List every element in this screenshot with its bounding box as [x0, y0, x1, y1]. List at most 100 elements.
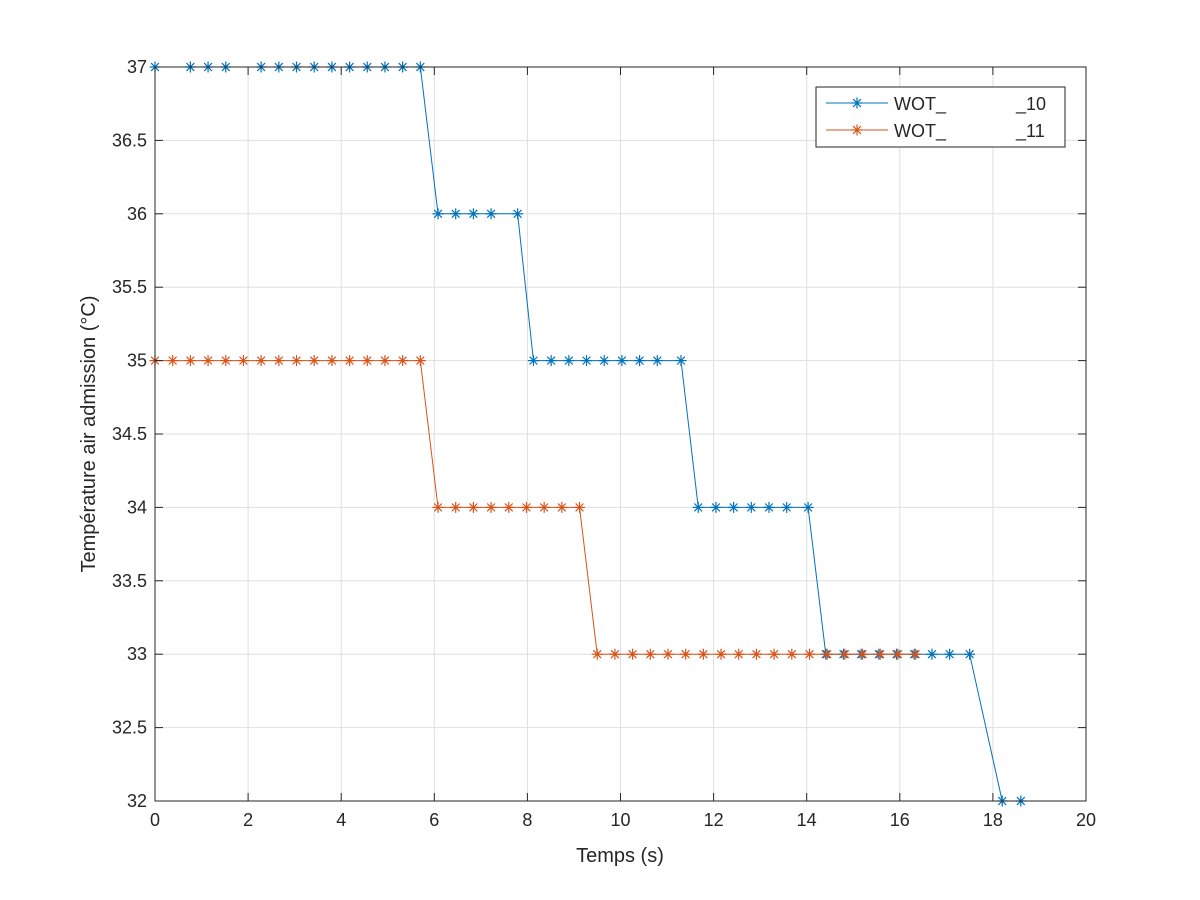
- y-tick-label: 33.5: [112, 571, 147, 591]
- x-tick-label: 10: [610, 810, 630, 830]
- data-point: [786, 648, 798, 660]
- legend-label-1: WOT_ _10: [894, 94, 1046, 115]
- data-point: [291, 355, 303, 367]
- data-point: [467, 501, 479, 513]
- y-tick-label: 36: [127, 204, 147, 224]
- data-point: [715, 648, 727, 660]
- data-point: [563, 355, 575, 367]
- legend-asterisk: [851, 124, 863, 136]
- y-tick-label: 35: [127, 351, 147, 371]
- data-point: [662, 648, 674, 660]
- data-point: [527, 355, 539, 367]
- x-tick-label: 20: [1076, 810, 1096, 830]
- data-point: [964, 648, 976, 660]
- series-layer: [149, 61, 1027, 807]
- x-tick-label: 12: [704, 810, 724, 830]
- legend-marker-1: [851, 97, 863, 109]
- legend-entry-1: WOT_ _10: [826, 94, 1046, 115]
- data-point: [344, 355, 356, 367]
- data-point: [414, 355, 426, 367]
- y-tick-label: 32: [127, 791, 147, 811]
- data-point: [538, 501, 550, 513]
- legend-asterisk: [851, 97, 863, 109]
- data-point: [651, 355, 663, 367]
- y-tick-label: 34.5: [112, 424, 147, 444]
- legend-marker-2: [851, 124, 863, 136]
- x-tick-label: 8: [522, 810, 532, 830]
- x-tick-label: 4: [336, 810, 346, 830]
- data-point: [634, 355, 646, 367]
- legend-box: [815, 86, 1066, 148]
- x-tick-label: 16: [890, 810, 910, 830]
- data-point: [202, 355, 214, 367]
- legend-label-2: WOT_ _11: [894, 121, 1045, 142]
- data-point: [768, 648, 780, 660]
- data-point: [485, 501, 497, 513]
- data-point: [273, 355, 285, 367]
- data-point: [728, 501, 740, 513]
- data-point: [503, 501, 515, 513]
- data-point: [326, 355, 338, 367]
- x-tick-label: 18: [983, 810, 1003, 830]
- data-point: [733, 648, 745, 660]
- legend-entry-2: WOT_ _11: [826, 121, 1045, 142]
- data-point: [255, 355, 267, 367]
- data-point: [432, 501, 444, 513]
- y-tick-label: 36.5: [112, 130, 147, 150]
- data-point: [220, 355, 232, 367]
- x-tick-label: 2: [243, 810, 253, 830]
- data-point: [520, 501, 532, 513]
- data-point: [680, 648, 692, 660]
- x-tick-label: 14: [797, 810, 817, 830]
- data-point: [556, 501, 568, 513]
- y-axis-label: Température air admission (°C): [78, 296, 100, 573]
- axes-box: [154, 66, 1087, 802]
- y-tick-label: 33: [127, 644, 147, 664]
- data-point: [750, 648, 762, 660]
- data-point: [874, 648, 886, 660]
- tick-labels: 0 2 4 6 8 10 12 14 16 18 20 32 32.5 33 33.5 34 34.5 35 35.…: [112, 57, 1096, 830]
- data-point: [616, 355, 628, 367]
- data-point: [467, 208, 479, 220]
- axes: [154, 66, 1087, 802]
- data-point: [512, 208, 524, 220]
- data-point: [745, 501, 757, 513]
- data-point: [379, 355, 391, 367]
- data-point: [803, 648, 815, 660]
- y-tick-label: 35.5: [112, 277, 147, 297]
- data-point: [545, 355, 557, 367]
- data-point: [926, 648, 938, 660]
- data-point: [892, 648, 904, 660]
- data-point: [910, 648, 922, 660]
- data-point: [237, 355, 249, 367]
- data-point: [485, 208, 497, 220]
- data-point: [361, 355, 373, 367]
- data-point: [167, 355, 179, 367]
- data-point: [644, 648, 656, 660]
- data-point: [675, 355, 687, 367]
- data-point: [308, 355, 320, 367]
- data-point: [574, 501, 586, 513]
- data-point: [697, 648, 709, 660]
- data-point: [944, 648, 956, 660]
- data-point: [450, 501, 462, 513]
- y-tick-label: 34: [127, 497, 147, 517]
- y-tick-label: 32.5: [112, 718, 147, 738]
- data-point: [710, 501, 722, 513]
- x-tick-label: 0: [150, 810, 160, 830]
- data-point: [802, 501, 814, 513]
- data-point: [184, 355, 196, 367]
- data-point: [821, 648, 833, 660]
- x-axis-label: Temps (s): [576, 845, 664, 867]
- data-point: [839, 648, 851, 660]
- data-point: [857, 648, 869, 660]
- data-point: [763, 501, 775, 513]
- series-2: [149, 355, 922, 660]
- data-point: [627, 648, 639, 660]
- legend: WOT_ _10 WOT_ _11: [815, 86, 1066, 148]
- data-point: [591, 648, 603, 660]
- y-tick-label: 37: [127, 57, 147, 77]
- x-tick-label: 6: [429, 810, 439, 830]
- data-point: [781, 501, 793, 513]
- data-point: [432, 208, 444, 220]
